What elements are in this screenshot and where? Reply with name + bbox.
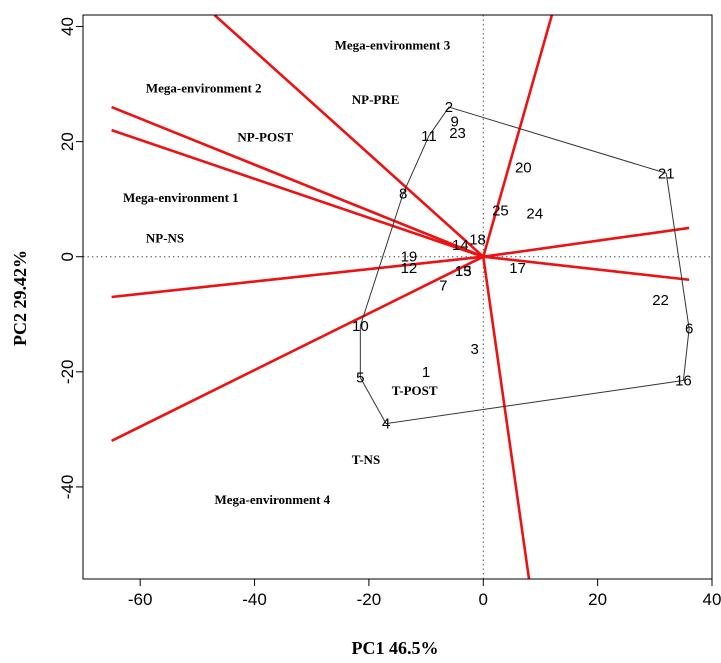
genotype-label: 13 bbox=[455, 263, 472, 280]
sector-ray bbox=[111, 128, 484, 258]
genotype-label: 2 bbox=[445, 99, 453, 116]
sector-ray bbox=[483, 255, 690, 282]
genotype-label: 5 bbox=[356, 370, 364, 387]
genotype-label: 6 bbox=[685, 321, 693, 338]
region-annotation: Mega-environment 4 bbox=[215, 492, 331, 507]
genotype-label: 14 bbox=[452, 237, 469, 254]
genotype-label: 23 bbox=[449, 125, 466, 142]
genotype-label: 7 bbox=[439, 277, 447, 294]
genotype-label: 21 bbox=[658, 165, 675, 182]
region-annotation: Mega-environment 1 bbox=[123, 190, 239, 205]
genotype-label: 8 bbox=[399, 185, 407, 202]
genotype-label: 18 bbox=[469, 231, 486, 248]
genotype-label: 11 bbox=[421, 128, 437, 145]
genotype-label: 9 bbox=[451, 113, 459, 130]
region-annotation: NP-NS bbox=[146, 230, 184, 245]
y-tick-label: -20 bbox=[58, 360, 77, 385]
plot-frame bbox=[82, 14, 713, 580]
annotations: Mega-environment 3 NP-PRE Mega-environment… bbox=[123, 38, 451, 508]
x-tick-label: 20 bbox=[588, 590, 607, 609]
x-tick-label: 0 bbox=[479, 590, 488, 609]
sector-ray bbox=[482, 15, 554, 258]
x-axis-title: PC1 46.5% bbox=[352, 638, 439, 658]
genotype-label: 16 bbox=[675, 372, 692, 389]
axes: -60 -40 -20 0 20 40 -40 -20 0 20 40 bbox=[58, 14, 721, 609]
sector-ray bbox=[111, 105, 484, 258]
genotype-label: 19 bbox=[401, 249, 418, 266]
genotype-label: 22 bbox=[652, 292, 669, 309]
region-annotation: Mega-environment 3 bbox=[335, 38, 451, 53]
y-tick-label: -40 bbox=[58, 475, 77, 500]
convex-hull-polygon bbox=[359, 106, 690, 425]
region-annotation: NP-PRE bbox=[352, 92, 400, 107]
region-annotation: NP-POST bbox=[237, 130, 293, 145]
genotype-label: 12 bbox=[401, 260, 418, 277]
y-tick-label: 40 bbox=[58, 17, 77, 36]
genotype-label: 15 bbox=[455, 263, 472, 280]
sector-ray bbox=[213, 15, 485, 258]
sector-ray bbox=[111, 255, 484, 299]
x-tick-label: -60 bbox=[128, 590, 153, 609]
sector-ray bbox=[483, 226, 690, 259]
region-annotation: T-NS bbox=[352, 452, 380, 467]
genotype-label: 1 bbox=[422, 364, 430, 381]
genotype-label: 24 bbox=[526, 206, 543, 223]
region-annotation: Mega-environment 2 bbox=[146, 81, 262, 96]
genotype-label: 10 bbox=[352, 318, 369, 335]
region-annotation: T-POST bbox=[392, 383, 438, 398]
genotype-label: 20 bbox=[515, 160, 532, 177]
genotype-label: 17 bbox=[509, 260, 526, 277]
y-tick-label: 20 bbox=[58, 132, 77, 151]
sector-rays bbox=[111, 15, 690, 579]
sector-ray bbox=[111, 255, 484, 443]
genotype-label: 25 bbox=[492, 203, 509, 220]
reference-lines bbox=[83, 15, 712, 579]
sector-ray bbox=[481, 256, 531, 579]
y-tick-label: 0 bbox=[58, 252, 77, 261]
x-tick-label: -20 bbox=[357, 590, 382, 609]
y-axis-title: PC2 29.42% bbox=[10, 250, 30, 346]
x-tick-label: 40 bbox=[703, 590, 721, 609]
genotype-label: 3 bbox=[471, 341, 479, 358]
polygon-layer bbox=[359, 106, 690, 425]
x-tick-label: -40 bbox=[242, 590, 267, 609]
genotype-label: 4 bbox=[382, 416, 390, 433]
